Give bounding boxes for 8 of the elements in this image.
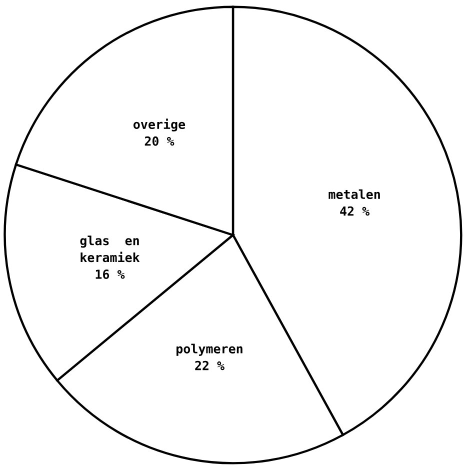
data-label: 16 % [96,270,125,279]
slice-label: glas en keramiek [80,236,140,262]
data-label: 42 % [340,206,370,216]
data-label: 22 % [195,360,224,370]
slice-label: overige [134,118,186,132]
data-label: 20 % [144,136,174,146]
slice-label: polymeren [176,344,242,356]
slice-label: metalen [328,189,380,199]
